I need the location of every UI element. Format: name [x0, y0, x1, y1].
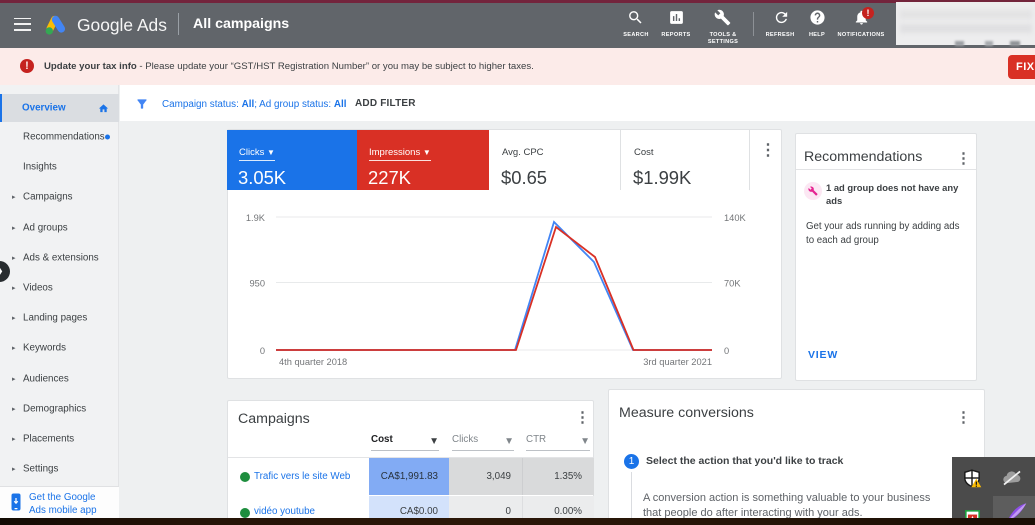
svg-text:0: 0	[260, 346, 265, 356]
svg-text:1.9K: 1.9K	[246, 213, 266, 223]
svg-text:140K: 140K	[724, 213, 747, 223]
svg-text:950: 950	[249, 279, 265, 289]
svg-text:4th quarter 2018: 4th quarter 2018	[279, 357, 347, 367]
svg-text:0: 0	[724, 346, 729, 356]
svg-text:70K: 70K	[724, 279, 741, 289]
svg-text:3rd quarter 2021: 3rd quarter 2021	[643, 357, 712, 367]
